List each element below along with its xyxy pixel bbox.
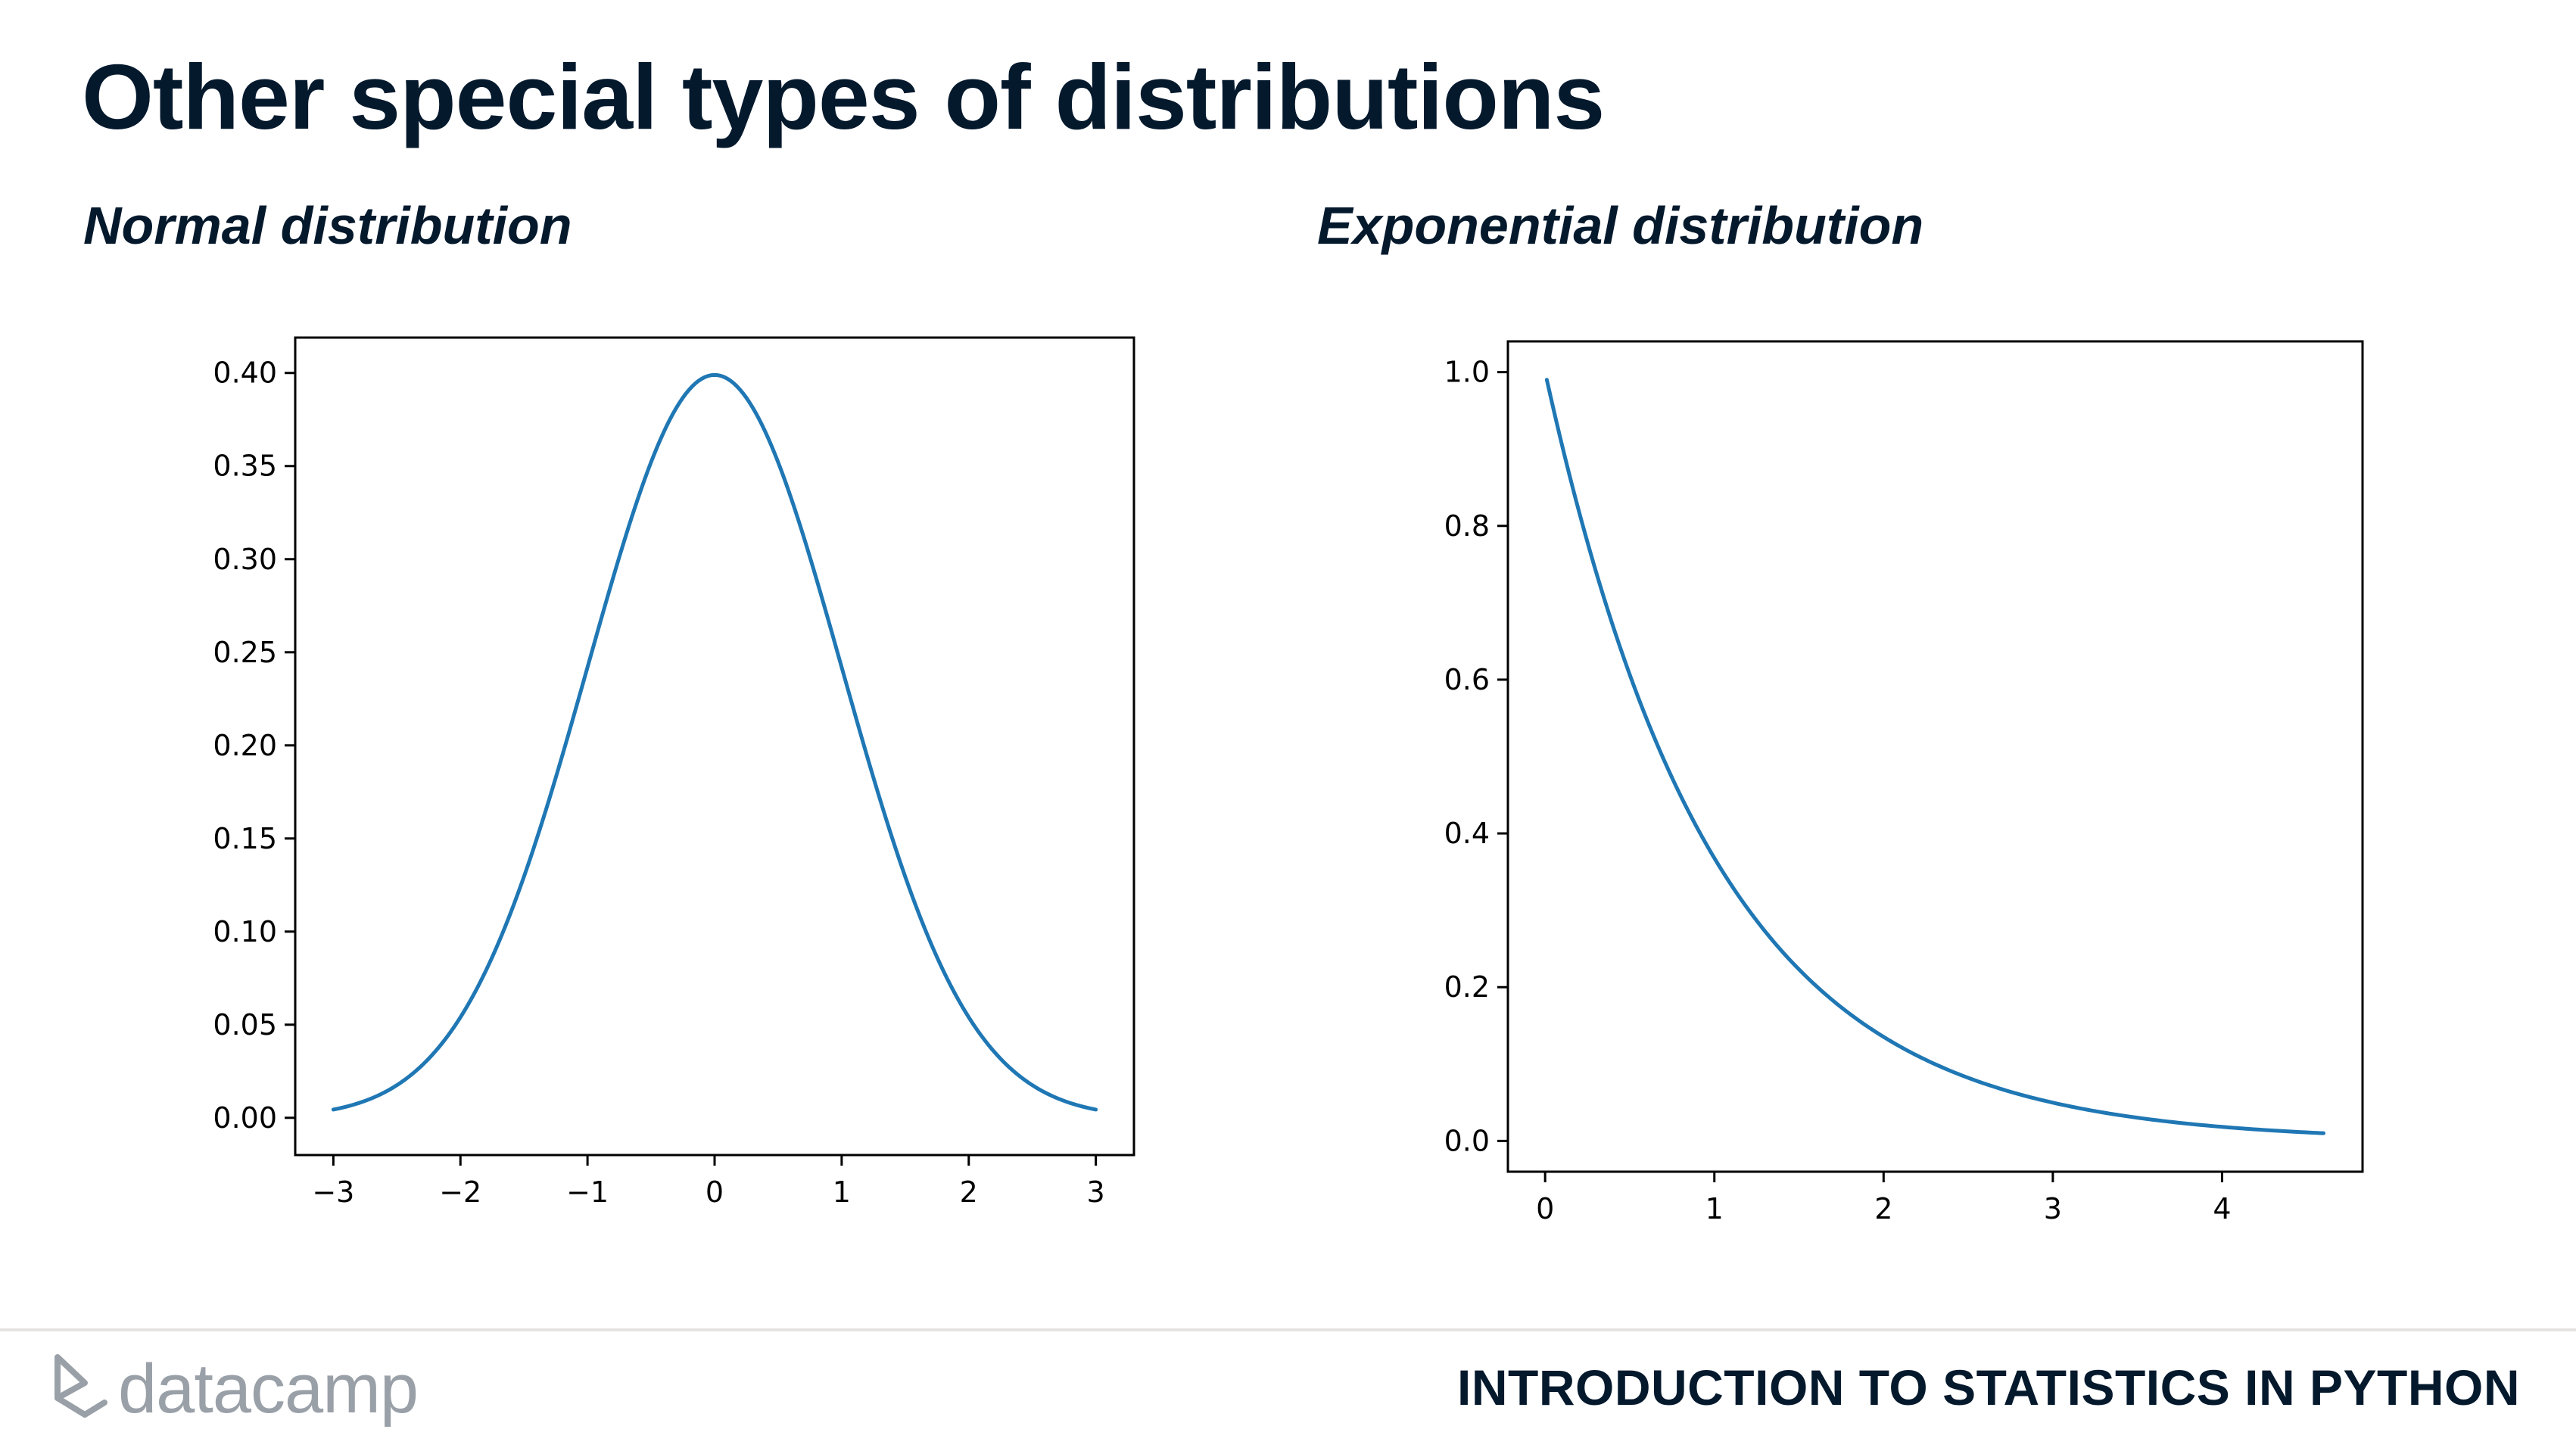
chart0-x-tick-label: 3 [1087,1175,1105,1209]
chart1-y-tick-label: 0.8 [1444,509,1490,543]
chart1-series-line [1544,378,2326,1135]
chart0-y-tick-label: 0.30 [213,543,277,576]
chart1-y-tick-label: 0.2 [1444,970,1490,1004]
datacamp-wordmark: datacamp [118,1350,419,1428]
course-title: INTRODUCTION TO STATISTICS IN PYTHON [1457,1359,2520,1415]
chart0-y-tick-label: 0.20 [213,729,277,762]
chart0-x-tick-label: −2 [439,1175,481,1209]
chart0-y-tick-label: 0.40 [213,357,277,390]
datacamp-logo: datacamp [51,1347,419,1431]
chart0-x-tick-label: −1 [566,1175,609,1209]
chart1-x-tick-label: 2 [1874,1192,1892,1225]
chart1-y-tick-label: 0.0 [1444,1124,1490,1157]
chart0-series-line [331,372,1098,1112]
datacamp-logo-icon [55,1354,107,1418]
chart0-y-tick-label: 0.10 [213,915,277,948]
chart1-x-tick-label: 0 [1536,1192,1554,1225]
chart1-y-tick-label: 1.0 [1444,356,1490,389]
chart1-y-tick-label: 0.6 [1444,663,1490,696]
chart0-y-tick-label: 0.00 [213,1101,277,1135]
slide-title: Other special types of distributions [82,45,1605,148]
footer-divider [0,1328,2576,1331]
normal-distribution-subtitle: Normal distribution [83,196,572,255]
chart1-x-tick-label: 4 [2213,1192,2231,1225]
chart0-x-tick-label: −3 [312,1175,354,1209]
chart0-x-tick-label: 0 [706,1175,724,1209]
chart0-y-tick-label: 0.25 [213,636,277,669]
chart0-y-tick-label: 0.05 [213,1008,277,1042]
chart0-y-tick-label: 0.35 [213,450,277,483]
chart1-plot-frame [1506,340,2364,1173]
chart0-y-tick-label: 0.15 [213,822,277,855]
chart1-x-tick-label: 3 [2044,1192,2062,1225]
chart0-x-tick-label: 1 [833,1175,851,1209]
chart0-x-tick-label: 2 [960,1175,978,1209]
chart1-x-tick-label: 1 [1705,1192,1724,1225]
chart1-y-tick-label: 0.4 [1444,817,1490,850]
exponential-distribution-subtitle: Exponential distribution [1317,196,1924,255]
